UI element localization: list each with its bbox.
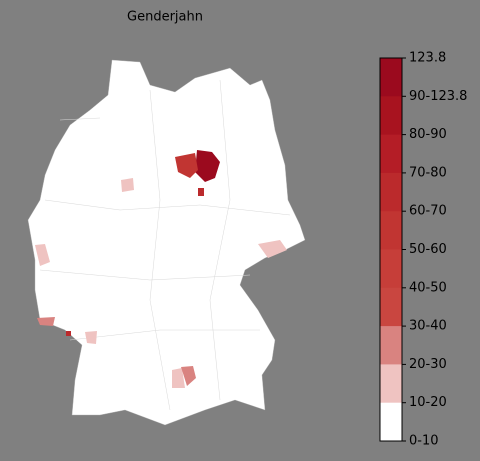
region-pink bbox=[35, 244, 50, 266]
colorbar-band bbox=[380, 287, 402, 327]
region-mid bbox=[181, 366, 196, 386]
colorbar: 123.8 90-123.8 80-90 70-80 60-70 50-60 40-50 30… bbox=[379, 51, 467, 449]
colorbar-label: 30-40 bbox=[409, 319, 447, 334]
region-pink bbox=[85, 331, 97, 344]
region-mid bbox=[37, 317, 55, 326]
colorbar-label: 80-90 bbox=[409, 127, 447, 142]
map-title: Genderjahn bbox=[127, 10, 203, 25]
region-pink bbox=[172, 368, 185, 388]
colorbar-band bbox=[380, 249, 402, 289]
colorbar-label: 20-30 bbox=[409, 357, 447, 372]
colorbar-label: 90-123.8 bbox=[409, 89, 467, 104]
colorbar-band bbox=[380, 402, 402, 442]
colorbar-label: 123.8 bbox=[409, 51, 446, 66]
region-pink bbox=[258, 240, 287, 258]
colorbar-band bbox=[380, 211, 402, 250]
region-high bbox=[195, 150, 220, 182]
colorbar-band bbox=[380, 96, 402, 136]
region-red bbox=[198, 188, 204, 196]
region-red bbox=[175, 153, 198, 178]
colorbar-label: 10-20 bbox=[409, 395, 447, 410]
colorbar-band bbox=[380, 58, 402, 97]
region-red bbox=[66, 331, 71, 336]
germany-map bbox=[27, 59, 306, 426]
colorbar-label: 70-80 bbox=[409, 165, 447, 180]
colorbar-band bbox=[380, 172, 402, 212]
colorbar-band bbox=[380, 326, 402, 365]
colorbar-label: 60-70 bbox=[409, 204, 447, 219]
colorbar-label: 40-50 bbox=[409, 280, 447, 295]
colorbar-label: 0-10 bbox=[409, 434, 439, 449]
country-outline bbox=[27, 59, 306, 426]
region-pink bbox=[121, 178, 134, 192]
colorbar-label: 50-60 bbox=[409, 242, 447, 257]
district-borders bbox=[39, 79, 291, 411]
colorbar-band bbox=[380, 134, 402, 174]
colorbar-band bbox=[380, 364, 402, 404]
